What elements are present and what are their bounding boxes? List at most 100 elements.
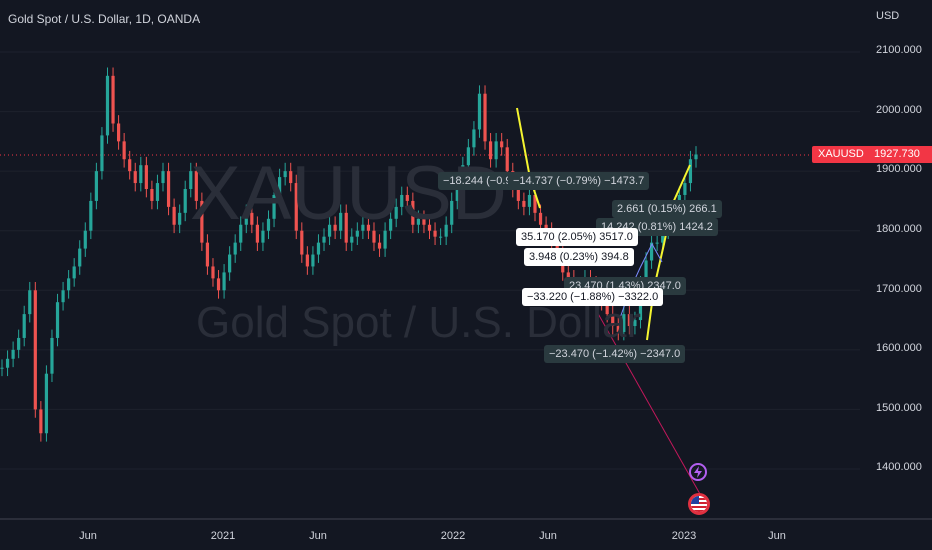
candle-body bbox=[500, 141, 504, 148]
candle-body bbox=[278, 177, 282, 195]
time-axis-label: Jun bbox=[539, 530, 557, 542]
measurement-label[interactable]: 3.948 (0.23%) 394.8 bbox=[524, 248, 634, 266]
last-price-symbol-tag: XAUUSD bbox=[812, 146, 870, 163]
measurement-label[interactable]: −14.737 (−0.79%) −1473.7 bbox=[508, 172, 650, 190]
candle-body bbox=[11, 349, 15, 359]
candle-body bbox=[183, 189, 187, 213]
candle-body bbox=[83, 230, 87, 249]
candle-body bbox=[522, 200, 526, 207]
candle-body bbox=[527, 194, 532, 207]
candle-body bbox=[566, 272, 570, 279]
candle-body bbox=[105, 75, 110, 136]
candle-body bbox=[33, 290, 37, 410]
candle-body bbox=[211, 266, 215, 279]
candle-body bbox=[655, 242, 659, 244]
candle-body bbox=[355, 230, 359, 237]
candle-body bbox=[200, 200, 204, 243]
candle-body bbox=[50, 337, 54, 374]
trend-line[interactable] bbox=[595, 309, 701, 495]
candle-body bbox=[233, 242, 237, 255]
candle-body bbox=[272, 194, 276, 219]
candle-body bbox=[505, 147, 509, 172]
candle-body bbox=[427, 224, 432, 231]
candle-body bbox=[255, 224, 259, 243]
time-axis-label: Jun bbox=[309, 530, 327, 542]
currency-label: USD bbox=[876, 10, 900, 22]
candle-body bbox=[266, 218, 271, 231]
measurement-label[interactable]: 2.661 (0.15%) 266.1 bbox=[612, 200, 722, 218]
measurement-label[interactable]: 35.170 (2.05%) 3517.0 bbox=[516, 228, 638, 246]
candle-body bbox=[649, 242, 654, 261]
candle-body bbox=[300, 230, 304, 255]
candle-body bbox=[416, 218, 420, 225]
candle-body bbox=[339, 212, 343, 231]
price-axis-label: 2100.000 bbox=[876, 44, 922, 56]
candle-body bbox=[194, 171, 198, 201]
candle-body bbox=[483, 93, 487, 142]
candle-body bbox=[205, 242, 210, 267]
candle-body bbox=[605, 302, 609, 315]
candle-body bbox=[311, 254, 315, 267]
candle-body bbox=[244, 212, 248, 225]
candle-body bbox=[111, 75, 115, 124]
candle-body bbox=[400, 194, 404, 207]
candle-body bbox=[139, 165, 143, 184]
candle-body bbox=[694, 154, 698, 160]
candle-body bbox=[661, 230, 665, 243]
candle-body bbox=[294, 183, 298, 231]
price-axis-label: 2000.000 bbox=[876, 104, 922, 116]
price-axis-label: 1700.000 bbox=[876, 283, 922, 295]
candle-body bbox=[538, 212, 543, 225]
candle-body bbox=[166, 171, 171, 207]
candle-body bbox=[494, 141, 498, 160]
measurement-label[interactable]: −33.220 (−1.88%) −3322.0 bbox=[522, 288, 664, 306]
candle-body bbox=[55, 302, 60, 338]
candle-body bbox=[477, 93, 482, 130]
candle-body bbox=[350, 236, 354, 243]
chart-title: Gold Spot / U.S. Dollar, 1D, OANDA bbox=[8, 12, 201, 26]
candle-body bbox=[466, 147, 470, 166]
candle-body bbox=[261, 230, 265, 243]
candle-body bbox=[250, 212, 254, 225]
candle-body bbox=[533, 194, 537, 213]
candle-body bbox=[633, 320, 637, 327]
us-flag-icon[interactable] bbox=[688, 493, 710, 515]
candle-body bbox=[39, 409, 43, 434]
candle-body bbox=[366, 224, 371, 231]
candle-body bbox=[472, 129, 476, 148]
candle-body bbox=[611, 314, 615, 327]
candle-body bbox=[688, 159, 693, 184]
candle-body bbox=[172, 206, 176, 225]
last-price-value-tag: 1927.730 bbox=[868, 146, 932, 163]
candle-body bbox=[216, 278, 221, 291]
candle-body bbox=[383, 230, 387, 249]
candle-body bbox=[122, 141, 126, 160]
candle-body bbox=[116, 123, 121, 142]
candle-body bbox=[622, 314, 626, 332]
time-axis-label: Jun bbox=[79, 530, 97, 542]
candle-body bbox=[305, 254, 309, 267]
candle-body bbox=[178, 212, 182, 225]
candle-body bbox=[89, 200, 93, 231]
candle-body bbox=[544, 224, 548, 231]
drawing-zigzag-1[interactable] bbox=[516, 107, 541, 209]
candle-body bbox=[322, 236, 326, 243]
candle-body bbox=[22, 314, 26, 338]
lightning-icon[interactable] bbox=[689, 463, 707, 481]
candle-body bbox=[150, 189, 154, 201]
candle-body bbox=[488, 141, 493, 160]
candle-body bbox=[239, 224, 243, 243]
candle-body bbox=[405, 194, 409, 201]
candle-body bbox=[411, 200, 415, 225]
candle-body bbox=[372, 230, 376, 243]
candle-body bbox=[283, 171, 287, 178]
candle-body bbox=[439, 236, 443, 238]
measurement-label[interactable]: −23.470 (−1.42%) −2347.0 bbox=[544, 345, 686, 363]
candle-body bbox=[316, 242, 321, 255]
candle-body bbox=[627, 314, 631, 327]
candle-body bbox=[644, 260, 648, 285]
candle-body bbox=[327, 224, 332, 237]
candle-body bbox=[222, 272, 226, 291]
